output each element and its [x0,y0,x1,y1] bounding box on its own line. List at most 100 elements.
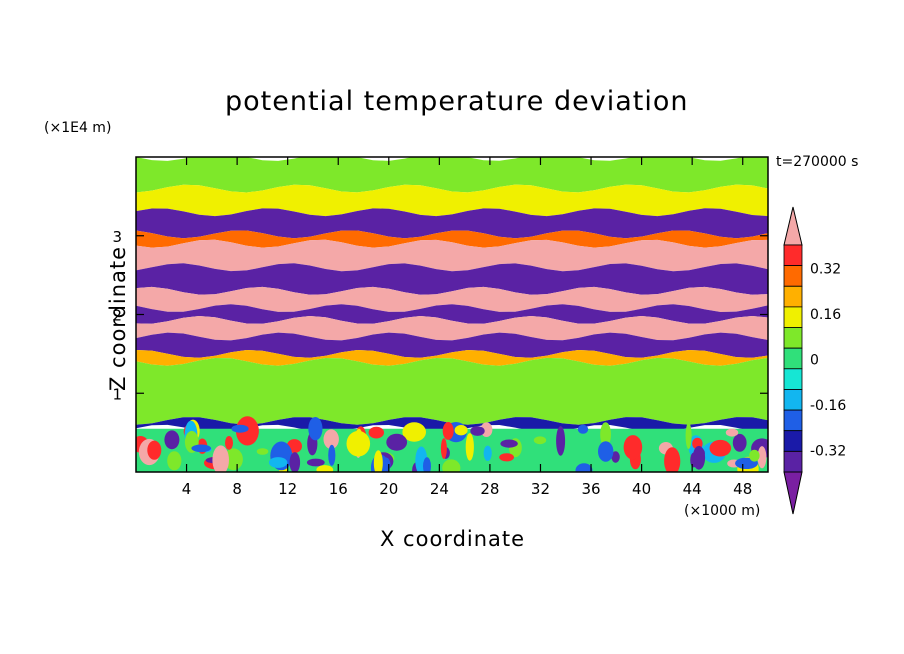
x-tick-label: 24 [430,480,449,498]
colorbar-segment [783,450,803,473]
x-tick-label: 12 [278,480,297,498]
x-tick-label: 8 [232,480,242,498]
contour-band [136,263,768,295]
turbulent-blob [577,424,589,434]
colorbar-label: 0.32 [810,262,841,278]
turbulent-blob [268,457,288,468]
colorbar-segment [783,265,803,287]
colorbar-max-triangle [783,206,803,246]
y-tick-label: 1 [112,385,122,403]
turbulent-blob [231,424,249,433]
turbulent-blob [611,451,620,463]
contour-band [136,357,768,425]
turbulent-blob [600,422,611,447]
turbulent-blob [483,445,492,461]
contour-band [136,184,768,217]
x-tick-label: 32 [531,480,550,498]
turbulent-blob [623,435,643,460]
colorbar-segment [783,306,803,328]
turbulent-blob [373,450,383,472]
turbulent-blob [306,458,325,467]
turbulent-blob [225,436,233,450]
turbulent-blob [664,447,681,472]
turbulent-blob [308,417,323,441]
colorbar-segment [783,368,803,390]
turbulent-blob [164,430,180,450]
turbulent-blob [598,441,614,462]
turbulent-blob [224,448,243,471]
turbulent-blob [147,440,162,460]
turbulent-blob [725,428,739,437]
turbulent-blob [442,459,461,472]
contour-band [136,230,768,248]
colorbar-segment [783,327,803,349]
x-tick-label: 20 [379,480,398,498]
colorbar-label: -0.32 [810,443,846,459]
colorbar-segment [783,389,803,411]
x-axis-label: X coordinate [380,527,526,551]
turbulent-blob [212,445,229,472]
contour-band [136,332,768,358]
turbulent-blob [556,426,566,456]
contour-band [136,208,768,239]
turbulent-blob [465,433,474,461]
y-tick-label: 3 [112,228,122,246]
x-tick-label: 48 [733,480,752,498]
y-tick-label: 2 [112,307,122,325]
y-axis-unit: (×1E4 m) [44,120,112,136]
turbulent-blob [575,463,593,472]
turbulent-blob [167,451,182,471]
turbulent-blob [191,444,211,453]
contour-band [136,350,768,366]
colorbar-label: 0.16 [810,307,841,323]
turbulent-blob [323,429,339,450]
x-tick-label: 44 [683,480,702,498]
contour-fill-area [136,157,768,472]
x-tick-label: 36 [581,480,600,498]
colorbar-segment [783,347,803,370]
turbulent-blob [386,433,408,451]
turbulent-blob [470,426,485,436]
contour-band [136,304,768,324]
turbulent-blob [442,422,454,440]
turbulent-blob [757,446,767,469]
contour-band [136,316,768,341]
turbulent-blob [749,449,760,462]
turbulent-blob [402,422,427,442]
turbulent-blob [368,426,384,439]
turbulent-blob [346,430,371,457]
x-tick-label: 28 [480,480,499,498]
turbulent-blob [732,433,747,452]
contour-band [136,157,768,193]
turbulent-blob [235,416,259,446]
chart-title: potential temperature deviation [225,86,689,117]
time-label: t=270000 s [776,154,859,170]
colorbar: 0.32 0.16 0 -0.16 -0.32 [783,206,846,515]
colorbar-segment [783,244,803,267]
turbulent-blob [316,465,334,472]
turbulent-blob [533,436,547,445]
colorbar-segment [783,285,803,308]
turbulent-blob [709,439,732,457]
x-axis-unit: (×1000 m) [684,503,761,519]
turbulent-blob [440,438,447,459]
colorbar-label: -0.16 [810,398,846,414]
turbulent-blob [454,425,468,436]
turbulent-blob [499,453,514,462]
turbulent-blob [289,452,301,472]
contour-band [136,286,768,312]
contour-band [136,239,768,272]
x-tick-label: 4 [182,480,192,498]
y-axis-label: Z coordinate [106,245,130,391]
x-tick-label: 40 [632,480,651,498]
turbulent-blob [692,445,706,470]
colorbar-segment [783,430,803,452]
turbulent-blob [685,422,692,449]
x-tick-label: 16 [329,480,348,498]
colorbar-segment [783,409,803,432]
turbulent-blob [423,457,431,472]
colorbar-min-triangle [783,471,803,515]
colorbar-label: 0 [810,353,819,369]
